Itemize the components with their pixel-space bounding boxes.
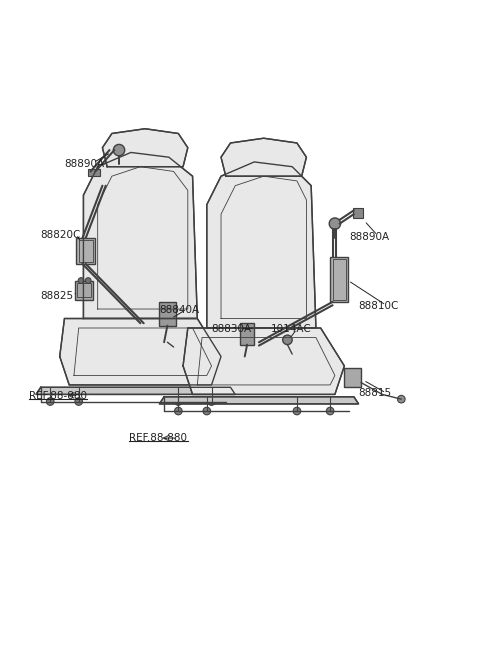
Bar bbox=[353, 209, 363, 218]
Bar bbox=[79, 240, 93, 262]
Polygon shape bbox=[60, 319, 221, 385]
Text: 88825: 88825 bbox=[41, 291, 74, 301]
Circle shape bbox=[283, 335, 292, 344]
Polygon shape bbox=[207, 162, 316, 328]
Text: 88830A: 88830A bbox=[212, 325, 252, 335]
Circle shape bbox=[293, 407, 301, 415]
Circle shape bbox=[175, 398, 182, 405]
Bar bbox=[333, 259, 346, 300]
Circle shape bbox=[47, 398, 54, 405]
Bar bbox=[330, 257, 348, 302]
Polygon shape bbox=[183, 328, 344, 394]
Circle shape bbox=[329, 218, 341, 230]
Polygon shape bbox=[221, 138, 306, 176]
Text: 88840A: 88840A bbox=[159, 305, 200, 315]
Polygon shape bbox=[159, 397, 359, 404]
Bar bbox=[344, 368, 361, 387]
Circle shape bbox=[85, 277, 91, 283]
Circle shape bbox=[175, 407, 182, 415]
Text: 88820C: 88820C bbox=[41, 230, 81, 241]
Text: 88810C: 88810C bbox=[359, 300, 399, 311]
Bar bbox=[240, 323, 254, 344]
Circle shape bbox=[203, 407, 211, 415]
Circle shape bbox=[397, 396, 405, 403]
Text: 88890A: 88890A bbox=[64, 159, 105, 169]
Bar bbox=[77, 283, 91, 297]
Bar bbox=[76, 238, 96, 264]
Circle shape bbox=[78, 277, 84, 283]
Polygon shape bbox=[102, 129, 188, 167]
Circle shape bbox=[75, 398, 83, 405]
Text: REF.88-880: REF.88-880 bbox=[29, 391, 87, 401]
Bar bbox=[75, 281, 93, 300]
Bar bbox=[88, 169, 100, 176]
Polygon shape bbox=[36, 387, 235, 394]
Text: REF.88-880: REF.88-880 bbox=[129, 433, 187, 443]
Text: 88815: 88815 bbox=[359, 388, 392, 398]
Text: 1014AC: 1014AC bbox=[271, 325, 312, 335]
Polygon shape bbox=[84, 152, 197, 319]
Circle shape bbox=[208, 398, 216, 405]
Circle shape bbox=[326, 407, 334, 415]
Text: 88890A: 88890A bbox=[349, 232, 389, 242]
Circle shape bbox=[113, 144, 125, 155]
Bar bbox=[159, 302, 176, 325]
